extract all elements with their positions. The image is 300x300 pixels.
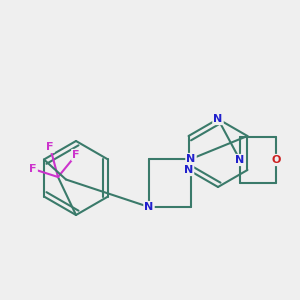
- Text: N: N: [184, 165, 193, 175]
- Text: F: F: [46, 142, 54, 152]
- Text: N: N: [236, 155, 244, 165]
- Text: F: F: [29, 164, 37, 174]
- Text: O: O: [271, 155, 281, 165]
- Text: N: N: [213, 114, 223, 124]
- Text: N: N: [186, 154, 196, 164]
- Text: N: N: [144, 202, 154, 212]
- Text: F: F: [72, 150, 80, 160]
